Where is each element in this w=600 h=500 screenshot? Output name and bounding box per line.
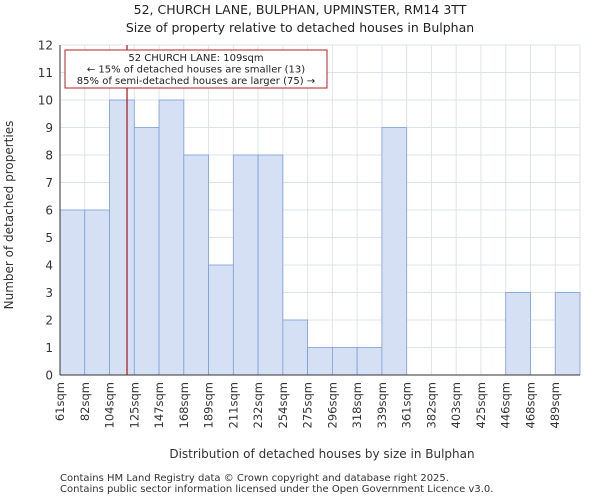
y-tick-label: 10 [38, 94, 53, 108]
y-tick-label: 5 [45, 231, 53, 245]
histogram-bar [158, 99, 185, 376]
annotation-line-2: ← 15% of detached houses are smaller (13… [87, 65, 305, 76]
annotation-line-1: 52 CHURCH LANE: 109sqm [128, 53, 263, 64]
x-tick-label: 339sqm [375, 382, 389, 428]
y-tick-label: 8 [45, 149, 53, 163]
bars [59, 99, 581, 376]
annotation-line-3: 85% of semi-detached houses are larger (… [77, 76, 315, 87]
x-tick-label: 489sqm [548, 382, 562, 428]
histogram-bar [84, 209, 110, 376]
histogram-bar [183, 154, 209, 376]
annotation-box [64, 49, 328, 89]
y-tick-label: 1 [45, 341, 53, 355]
x-tick-label: 82sqm [78, 382, 92, 421]
histogram-bar [331, 347, 358, 376]
y-tick-label: 12 [38, 39, 53, 53]
y-tick-label: 4 [45, 259, 53, 273]
x-tick-label: 468sqm [523, 382, 537, 428]
histogram-bar [381, 127, 408, 376]
footer-line-1: Contains HM Land Registry data © Crown c… [60, 473, 449, 484]
x-tick-label: 61sqm [53, 382, 67, 421]
chart-title: 52, CHURCH LANE, BULPHAN, UPMINSTER, RM1… [133, 2, 467, 17]
marker: 52 CHURCH LANE: 109sqm← 15% of detached … [64, 45, 328, 375]
y-tick-label: 3 [45, 286, 53, 300]
x-tick-label: 168sqm [177, 382, 191, 428]
histogram-bar [208, 264, 234, 376]
histogram-bar [59, 209, 86, 376]
x-tick-label: 125sqm [127, 382, 141, 428]
x-tick-label: 189sqm [202, 382, 216, 428]
histogram-bar [133, 127, 160, 376]
histogram-bar [257, 154, 284, 376]
histogram-bar [282, 319, 309, 376]
x-tick-label: 147sqm [152, 382, 166, 428]
x-tick-label: 254sqm [276, 382, 290, 428]
x-tick-label: 232sqm [251, 382, 265, 428]
y-tick-label: 9 [45, 121, 53, 135]
y-tick-label: 2 [45, 314, 53, 328]
x-axis-label: Distribution of detached houses by size … [169, 447, 474, 461]
x-tick-label: 361sqm [400, 382, 414, 428]
y-tick-label: 6 [45, 204, 53, 218]
footer-line-2: Contains public sector information licen… [60, 484, 494, 495]
x-tick-label: 382sqm [424, 382, 438, 428]
histogram-bar [554, 292, 581, 376]
histogram-bar [109, 99, 135, 376]
x-tick-label: 104sqm [103, 382, 117, 428]
y-tick-label: 11 [38, 66, 53, 80]
x-tick-label: 446sqm [499, 382, 513, 428]
chart-subtitle: Size of property relative to detached ho… [125, 20, 475, 35]
x-tick-label: 425sqm [474, 382, 488, 428]
x-tick-label: 211sqm [226, 382, 240, 428]
y-tick-label: 0 [45, 369, 53, 383]
x-tick-label: 296sqm [325, 382, 339, 428]
histogram-bar [232, 154, 259, 376]
x-tick-label: 275sqm [301, 382, 315, 428]
y-tick-label: 7 [45, 176, 53, 190]
x-tick-label: 318sqm [350, 382, 364, 428]
histogram-bar [505, 292, 531, 376]
x-tick-label: 403sqm [449, 382, 463, 428]
histogram-bar [307, 347, 333, 376]
histogram-bar [356, 347, 383, 376]
y-axis-label: Number of detached properties [2, 121, 16, 310]
